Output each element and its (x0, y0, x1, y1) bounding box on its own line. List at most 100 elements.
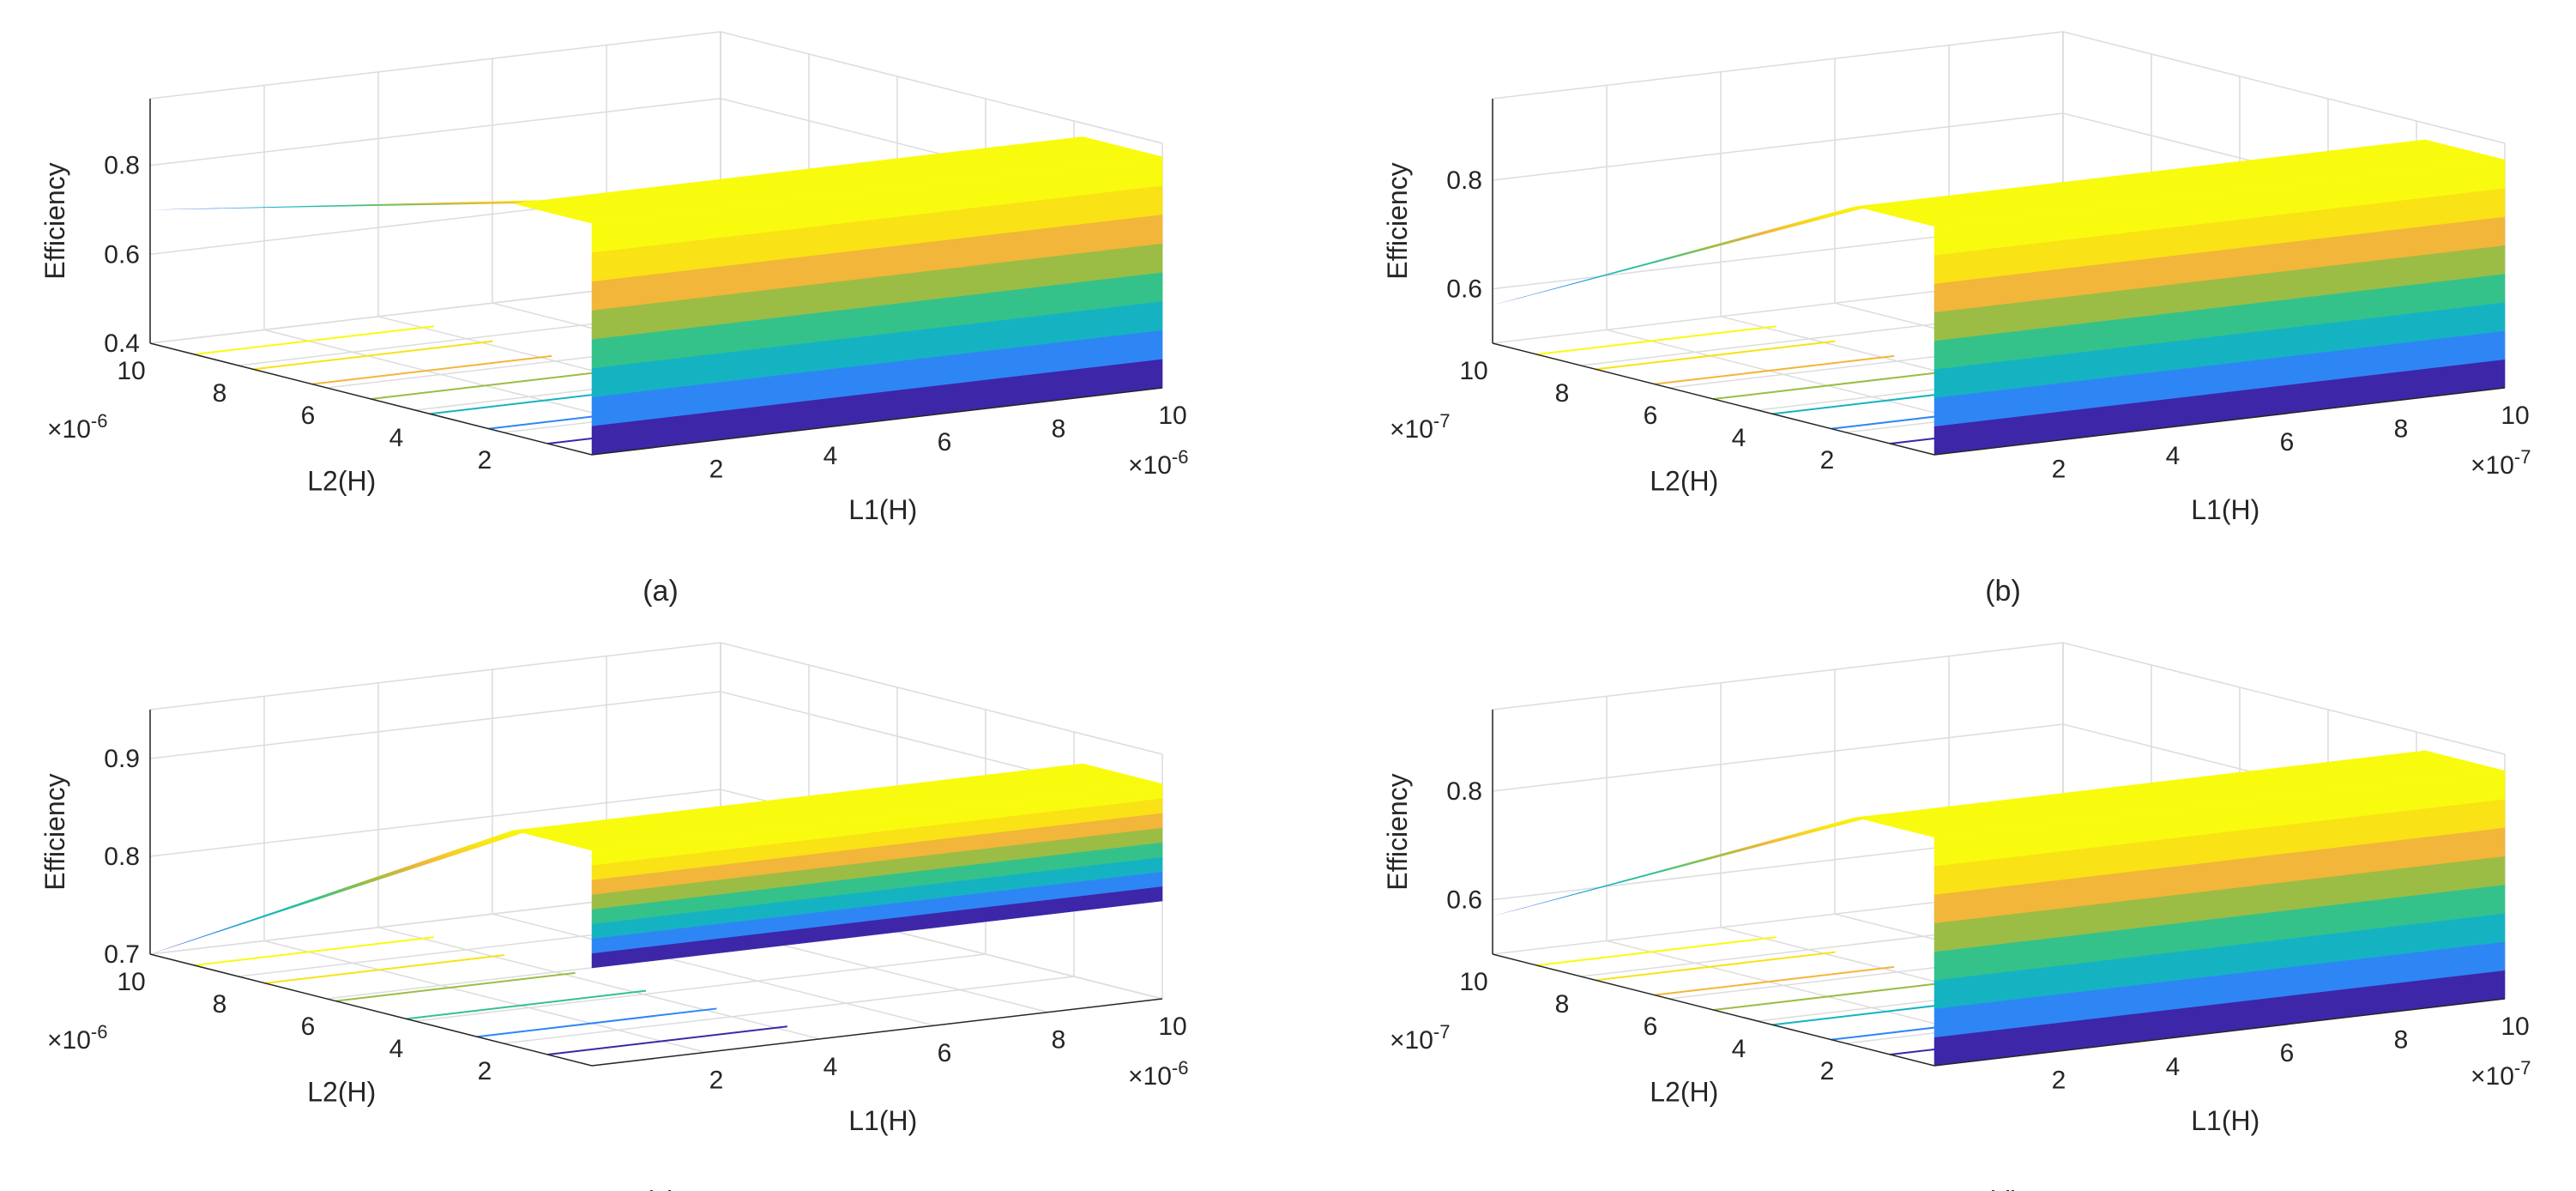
surface-top (512, 136, 1162, 224)
z-tick-label: 0.7 (104, 940, 140, 969)
y-exponent: ×10-6 (47, 1021, 107, 1055)
y-tick-label: 6 (1644, 1013, 1658, 1041)
contour-line (1713, 370, 1953, 400)
y-tick-label: 8 (213, 379, 227, 408)
contour-line (1654, 354, 1895, 385)
x-exponent: ×10-6 (1128, 446, 1188, 480)
panel-label: (d) (1985, 1186, 2021, 1191)
contour-line (335, 971, 576, 1002)
surface-ramp (1493, 203, 1884, 305)
contour-line (406, 989, 647, 1020)
x-tick-label: 8 (2394, 1026, 2409, 1055)
grid-line (149, 97, 721, 166)
y-tick-label: 8 (1555, 379, 1570, 408)
grid-line (149, 31, 721, 100)
x-axis-label: L1(H) (848, 1105, 917, 1136)
grid-line (720, 642, 1163, 755)
y-axis-label: L2(H) (1650, 1077, 1718, 1108)
grid-line (149, 789, 721, 857)
x-axis-label: L1(H) (2191, 1105, 2259, 1136)
grid-line (503, 976, 1075, 1044)
z-tick-label: 0.9 (104, 745, 140, 773)
surface-ramp (150, 200, 541, 210)
axis-line (591, 998, 1163, 1067)
y-axis-label: L2(H) (307, 1077, 376, 1108)
x-tick-label: 10 (1158, 1013, 1186, 1041)
grid-line (149, 642, 721, 710)
x-tick-label: 6 (938, 428, 952, 456)
y-tick-label: 10 (117, 357, 145, 385)
surface-top (512, 763, 1162, 851)
x-tick-label: 6 (2280, 1039, 2295, 1067)
axis-line (1934, 998, 2506, 1067)
x-tick-label: 4 (823, 442, 838, 470)
surface-top (1855, 750, 2505, 837)
grid-line (492, 913, 935, 1026)
z-axis-label: Efficiency (39, 773, 70, 890)
x-tick-label: 8 (1052, 415, 1066, 444)
x-exponent: ×10-6 (1128, 1057, 1188, 1091)
y-tick-label: 4 (1732, 424, 1746, 452)
x-tick-label: 10 (1158, 402, 1186, 430)
z-tick-label: 0.6 (1446, 275, 1482, 304)
z-axis-label: Efficiency (1382, 773, 1413, 890)
panel-label: (b) (1985, 575, 2021, 608)
panel-label: (a) (642, 575, 679, 608)
y-tick-label: 8 (213, 990, 227, 1019)
y-exponent: ×10-6 (47, 410, 107, 444)
x-tick-label: 6 (938, 1039, 952, 1067)
z-tick-label: 0.6 (1446, 886, 1482, 915)
chart-panel-d: 2 4 6 8 10 2 4 6 8 10 0.6 0.8 Efficiency L1(H) L2(H) ×1… (1382, 642, 2531, 1191)
axes: 2 4 6 8 102468100.40.60.8EfficiencyL1(H)L2(H… (39, 99, 1188, 525)
contour-line (253, 340, 493, 371)
y-tick-label: 10 (1459, 357, 1487, 385)
grid-line (2062, 642, 2506, 755)
z-tick-label: 0.8 (104, 152, 140, 180)
y-tick-label: 4 (389, 1035, 404, 1063)
x-tick-label: 10 (2501, 1013, 2529, 1041)
axis-line (1492, 342, 1935, 456)
y-exponent: ×10-7 (1390, 410, 1450, 444)
z-tick-label: 0.8 (1446, 166, 1482, 195)
x-tick-label: 10 (2501, 402, 2529, 430)
grid-line (414, 953, 986, 1022)
grid-line (2062, 31, 2506, 144)
x-tick-label: 2 (2052, 1066, 2066, 1094)
y-axis-label: L2(H) (307, 466, 376, 497)
contour-lines (194, 936, 787, 1055)
y-tick-label: 4 (389, 424, 404, 452)
z-tick-label: 0.8 (1446, 777, 1482, 806)
axes: 2 4 6 8 10 2 4 6 8 10 0.6 0.8 Efficiency L1(H) L2(H) ×1… (1382, 99, 2531, 525)
surface (150, 136, 1163, 456)
x-exponent: ×10-7 (2470, 1057, 2531, 1091)
x-tick-label: 4 (823, 1053, 838, 1081)
contour-line (476, 1007, 717, 1038)
y-tick-label: 4 (1732, 1035, 1746, 1063)
y-tick-label: 2 (478, 446, 492, 475)
contour-line (371, 370, 611, 400)
x-axis-label: L1(H) (2191, 494, 2259, 525)
contour-line (1713, 981, 1953, 1011)
x-exponent: ×10-7 (2470, 446, 2531, 480)
surface (1493, 750, 2506, 1067)
x-tick-label: 2 (709, 1066, 724, 1094)
y-tick-label: 2 (478, 1057, 492, 1085)
axis-line (149, 342, 593, 456)
surface-ramp (150, 826, 541, 954)
surface-top (1855, 139, 2505, 227)
x-tick-label: 6 (2280, 428, 2295, 456)
contour-line (1596, 951, 1836, 982)
y-tick-label: 6 (301, 402, 316, 430)
grid-line (263, 940, 707, 1054)
axis-line (1934, 387, 2506, 456)
contour-line (311, 354, 552, 385)
x-tick-label: 4 (2166, 1053, 2181, 1081)
chart-panel-b: 2 4 6 8 10 2 4 6 8 10 0.6 0.8 Efficiency L1(H) L2(H) ×1… (1382, 31, 2531, 608)
axis-line (1492, 953, 1935, 1067)
contour-line (1536, 936, 1777, 966)
y-tick-label: 2 (1820, 1057, 1835, 1085)
x-tick-label: 2 (709, 455, 724, 483)
contour-line (264, 954, 505, 984)
y-exponent: ×10-7 (1390, 1021, 1450, 1055)
